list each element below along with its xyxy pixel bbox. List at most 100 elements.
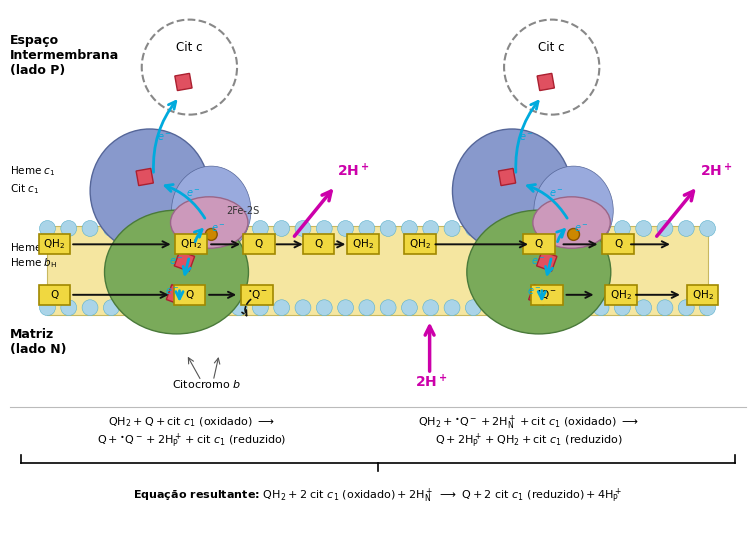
Text: Q: Q — [50, 290, 58, 300]
Text: $\mathrm{QH_2}$: $\mathrm{QH_2}$ — [610, 288, 632, 302]
Circle shape — [699, 221, 715, 236]
Ellipse shape — [534, 166, 613, 255]
Circle shape — [104, 300, 119, 316]
Circle shape — [39, 221, 55, 236]
FancyArrowPatch shape — [538, 291, 545, 299]
Text: $\mathrm{QH_2 + {}^{\bullet}Q^- + 2H_N^+ + cit\ }c_1\mathrm{\ (oxidado)}\ \longr: $\mathrm{QH_2 + {}^{\bullet}Q^- + 2H_N^+… — [418, 413, 640, 432]
Text: $e^-$: $e^-$ — [519, 132, 534, 144]
Circle shape — [231, 300, 247, 316]
Circle shape — [529, 221, 545, 236]
Circle shape — [359, 300, 375, 316]
FancyArrowPatch shape — [528, 184, 567, 218]
Bar — [48, 226, 708, 315]
Polygon shape — [537, 73, 554, 91]
Text: $\mathrm{QH_2}$: $\mathrm{QH_2}$ — [352, 237, 374, 251]
Text: $\mathrm{Q + 2H_P^+ + QH_2 + cit\ }c_1\mathrm{\ (reduzido)}$: $\mathrm{Q + 2H_P^+ + QH_2 + cit\ }c_1\m… — [435, 432, 623, 450]
Circle shape — [572, 300, 587, 316]
Circle shape — [82, 300, 98, 316]
Circle shape — [167, 300, 183, 316]
Text: Equação resultante: $\mathrm{QH_2 + 2\ cit\ }c_1\mathrm{\ (oxidado) + 2H_N^+}\ \: Equação resultante: $\mathrm{QH_2 + 2\ c… — [134, 487, 622, 505]
Text: $\mathrm{QH_2}$: $\mathrm{QH_2}$ — [181, 237, 203, 251]
Text: $e^-$: $e^-$ — [169, 256, 184, 267]
FancyArrowPatch shape — [73, 292, 166, 298]
Circle shape — [82, 221, 98, 236]
Circle shape — [39, 300, 55, 316]
Polygon shape — [136, 168, 153, 185]
FancyArrowPatch shape — [516, 102, 538, 172]
Ellipse shape — [104, 210, 249, 334]
Circle shape — [167, 221, 183, 236]
Circle shape — [210, 221, 226, 236]
Circle shape — [188, 300, 204, 316]
Circle shape — [699, 300, 715, 316]
Circle shape — [231, 221, 247, 236]
Circle shape — [338, 221, 354, 236]
Circle shape — [550, 300, 566, 316]
Circle shape — [508, 300, 524, 316]
Text: 2Fe-2S: 2Fe-2S — [226, 206, 259, 216]
Text: $e^-$: $e^-$ — [165, 286, 179, 297]
Circle shape — [636, 221, 652, 236]
FancyArrowPatch shape — [545, 259, 553, 274]
Polygon shape — [528, 285, 549, 305]
Text: $e^-$: $e^-$ — [187, 188, 201, 199]
Circle shape — [615, 221, 631, 236]
FancyBboxPatch shape — [302, 235, 334, 254]
FancyArrowPatch shape — [556, 230, 565, 242]
FancyBboxPatch shape — [39, 285, 70, 305]
Circle shape — [466, 300, 482, 316]
FancyArrowPatch shape — [166, 184, 205, 218]
Text: $e^-$: $e^-$ — [549, 188, 563, 199]
Text: $\mathbf{2H^+}$: $\mathbf{2H^+}$ — [415, 373, 447, 390]
Text: $\mathbf{2H^+}$: $\mathbf{2H^+}$ — [337, 162, 370, 179]
Polygon shape — [175, 73, 192, 91]
Circle shape — [678, 221, 694, 236]
Circle shape — [253, 221, 268, 236]
Circle shape — [504, 20, 600, 115]
Circle shape — [401, 300, 417, 316]
Text: $e^-$: $e^-$ — [574, 224, 588, 235]
FancyArrowPatch shape — [566, 292, 591, 298]
Circle shape — [104, 221, 119, 236]
Text: Cit c: Cit c — [538, 41, 565, 54]
Circle shape — [615, 300, 631, 316]
Circle shape — [210, 300, 226, 316]
Circle shape — [678, 300, 694, 316]
Circle shape — [188, 221, 204, 236]
Text: $\mathrm{QH_2}$: $\mathrm{QH_2}$ — [43, 237, 65, 251]
Text: $\mathrm{QH_2}$: $\mathrm{QH_2}$ — [409, 237, 431, 251]
FancyArrowPatch shape — [657, 191, 693, 236]
FancyBboxPatch shape — [347, 235, 379, 254]
Circle shape — [206, 229, 217, 240]
Text: Q: Q — [185, 290, 194, 300]
Circle shape — [60, 221, 76, 236]
Text: $e^-$: $e^-$ — [156, 132, 172, 144]
Circle shape — [593, 221, 609, 236]
Text: Heme $c_1$: Heme $c_1$ — [10, 164, 55, 178]
Ellipse shape — [467, 210, 611, 334]
FancyArrowPatch shape — [563, 241, 596, 247]
FancyBboxPatch shape — [39, 235, 70, 254]
Circle shape — [423, 300, 438, 316]
FancyArrowPatch shape — [636, 292, 678, 298]
Circle shape — [657, 300, 673, 316]
Polygon shape — [174, 251, 194, 271]
FancyArrowPatch shape — [335, 241, 343, 247]
Circle shape — [316, 300, 332, 316]
Text: $\mathrm{{}^{\bullet}Q^{-}}$: $\mathrm{{}^{\bullet}Q^{-}}$ — [537, 288, 557, 301]
Circle shape — [316, 221, 332, 236]
FancyBboxPatch shape — [606, 285, 637, 305]
FancyArrowPatch shape — [242, 300, 251, 316]
Text: Matriz: Matriz — [10, 328, 54, 341]
FancyBboxPatch shape — [531, 285, 562, 305]
Circle shape — [141, 20, 237, 115]
FancyArrowPatch shape — [153, 102, 175, 172]
Text: Q: Q — [255, 240, 263, 250]
FancyArrowPatch shape — [211, 241, 238, 247]
Circle shape — [380, 300, 396, 316]
Text: Espaço: Espaço — [10, 34, 59, 47]
Text: Cit $c_1$: Cit $c_1$ — [10, 182, 39, 196]
Circle shape — [295, 221, 311, 236]
FancyBboxPatch shape — [241, 285, 273, 305]
Text: Heme $b_\mathrm{H}$: Heme $b_\mathrm{H}$ — [10, 256, 57, 270]
